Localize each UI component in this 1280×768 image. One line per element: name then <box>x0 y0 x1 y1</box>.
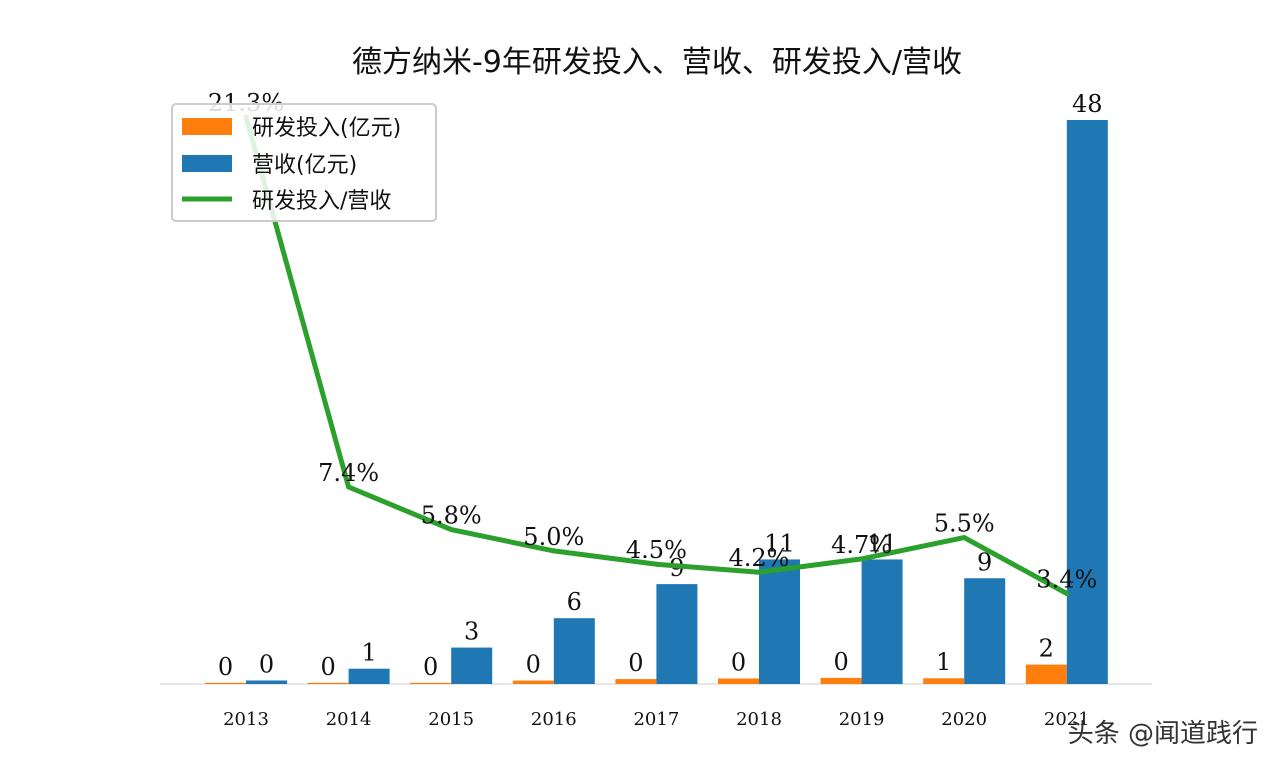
ratio-label-2019: 4.7% <box>831 531 892 559</box>
bar-label-rd-2020: 1 <box>936 648 951 676</box>
x-tick-2020: 2020 <box>941 709 987 730</box>
bar-rd-2019 <box>820 677 862 684</box>
x-tick-2015: 2015 <box>428 709 474 730</box>
bar-revenue-2015 <box>451 647 493 684</box>
legend-frame <box>171 103 437 222</box>
bar-label-rd-2017: 0 <box>628 649 643 677</box>
bar-label-rd-2018: 0 <box>731 648 746 676</box>
bar-rd-2013 <box>205 682 246 684</box>
chart-title: 德方纳米-9年研发投入、营收、研发投入/营收 <box>352 45 962 80</box>
bar-revenue-2016 <box>553 618 595 684</box>
ratio-point-2021 <box>1064 590 1070 596</box>
legend-swatch-rd <box>182 118 232 135</box>
bar-revenue-2014 <box>348 668 390 684</box>
bar-revenue-2013 <box>246 680 287 684</box>
ratio-label-2014: 7.4% <box>318 459 379 487</box>
bar-label-rd-2015: 0 <box>423 653 438 681</box>
x-tick-2019: 2019 <box>839 709 885 730</box>
legend-label-revenue: 营收(亿元) <box>252 153 357 178</box>
ratio-point-2019 <box>859 556 865 562</box>
x-tick-2013: 2013 <box>223 709 269 730</box>
x-tick-2016: 2016 <box>531 709 577 730</box>
bar-label-revenue-2018: 11 <box>764 529 795 557</box>
legend-label-ratio: 研发投入/营收 <box>252 189 391 214</box>
ratio-label-2015: 5.8% <box>421 502 482 530</box>
bar-rd-2015 <box>410 682 452 684</box>
ratio-label-2017: 4.5% <box>626 536 687 564</box>
bar-label-rd-2016: 0 <box>526 651 541 679</box>
bar-rd-2014 <box>307 682 349 684</box>
bar-label-rd-2014: 0 <box>320 653 335 681</box>
bar-label-rd-2021: 2 <box>1039 635 1054 663</box>
ratio-point-2018 <box>756 569 762 575</box>
bar-revenue-2019 <box>861 559 903 684</box>
ratio-label-2021: 3.4% <box>1036 565 1097 593</box>
bar-rd-2016 <box>512 680 554 684</box>
bar-label-revenue-2020: 9 <box>977 548 992 576</box>
ratio-point-2014 <box>346 484 352 490</box>
bar-label-revenue-2013: 0 <box>259 650 274 678</box>
legend-label-rd: 研发投入(亿元) <box>252 116 401 141</box>
legend-swatch-revenue <box>182 155 232 172</box>
bar-label-revenue-2015: 3 <box>464 618 479 646</box>
bars <box>205 120 1108 684</box>
bar-label-revenue-2016: 6 <box>567 588 582 616</box>
ratio-labels: 21.3%7.4%5.8%5.0%4.5%4.2%4.7%5.5%3.4% <box>208 89 1097 593</box>
bar-rd-2020 <box>923 678 965 684</box>
bar-rd-2018 <box>718 678 759 684</box>
bar-label-revenue-2014: 1 <box>361 639 376 667</box>
bar-label-rd-2019: 0 <box>833 648 848 676</box>
bar-revenue-2018 <box>759 559 800 684</box>
bar-rd-2017 <box>615 679 657 684</box>
ratio-point-2017 <box>653 561 659 567</box>
bar-label-rd-2013: 0 <box>218 653 233 681</box>
ratio-point-2015 <box>448 527 454 533</box>
bar-rd-2021 <box>1025 664 1067 684</box>
x-ticks: 2013 2014 2015 2016 2017 2018 2019 2020 2021 <box>223 709 1090 730</box>
x-tick-2017: 2017 <box>633 709 679 730</box>
ratio-label-2016: 5.0% <box>523 523 584 551</box>
bar-revenue-2021 <box>1066 120 1108 684</box>
x-tick-2021: 2021 <box>1044 709 1090 730</box>
watermark: 头条 @闻道践行 <box>1068 719 1258 749</box>
ratio-point-2020 <box>961 535 967 541</box>
bar-label-revenue-2021: 48 <box>1072 90 1103 118</box>
ratio-label-2020: 5.5% <box>934 510 995 538</box>
x-tick-2014: 2014 <box>326 709 372 730</box>
bar-revenue-2017 <box>656 584 698 684</box>
ratio-label-2018: 4.2% <box>729 544 790 572</box>
ratio-point-2016 <box>551 548 557 554</box>
x-tick-2018: 2018 <box>736 709 782 730</box>
bar-revenue-2020 <box>964 578 1006 684</box>
legend: 研发投入(亿元) 营收(亿元) 研发投入/营收 <box>171 103 437 222</box>
